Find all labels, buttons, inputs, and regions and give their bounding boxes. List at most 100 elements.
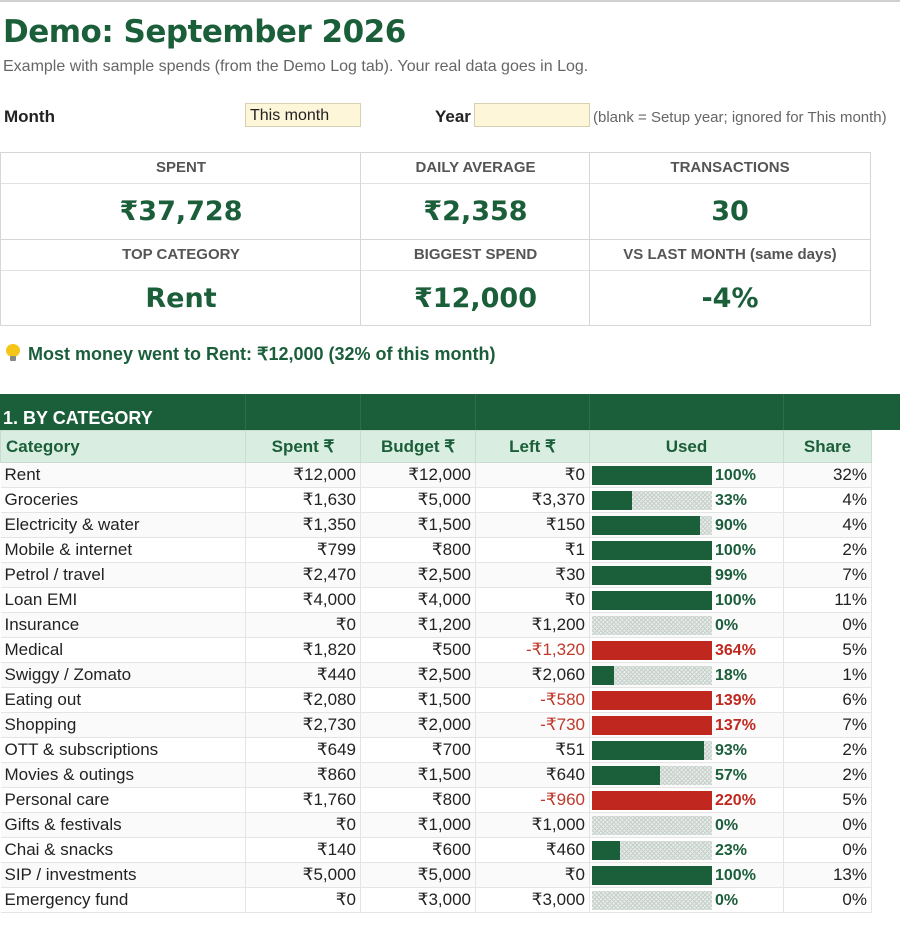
cell-spent[interactable]: ₹2,080: [245, 687, 361, 713]
table-row[interactable]: Insurance ₹0 ₹1,200 ₹1,200 0% 0%: [0, 612, 872, 638]
cell-used[interactable]: 100%: [589, 862, 784, 888]
cell-category[interactable]: Insurance: [0, 612, 246, 638]
column-header-used[interactable]: Used: [589, 430, 784, 463]
cell-share[interactable]: 4%: [783, 512, 872, 538]
cell-spent[interactable]: ₹0: [245, 612, 361, 638]
cell-category[interactable]: Loan EMI: [0, 587, 246, 613]
cell-share[interactable]: 0%: [783, 612, 872, 638]
cell-left[interactable]: ₹150: [475, 512, 590, 538]
cell-left[interactable]: ₹0: [475, 862, 590, 888]
cell-category[interactable]: OTT & subscriptions: [0, 737, 246, 763]
cell-spent[interactable]: ₹649: [245, 737, 361, 763]
cell-budget[interactable]: ₹1,500: [360, 512, 476, 538]
cell-left[interactable]: ₹1: [475, 537, 590, 563]
cell-budget[interactable]: ₹3,000: [360, 887, 476, 913]
cell-budget[interactable]: ₹1,000: [360, 812, 476, 838]
table-row[interactable]: Swiggy / Zomato ₹440 ₹2,500 ₹2,060 18% 1%: [0, 662, 872, 688]
cell-category[interactable]: SIP / investments: [0, 862, 246, 888]
table-row[interactable]: OTT & subscriptions ₹649 ₹700 ₹51 93% 2%: [0, 737, 872, 763]
cell-budget[interactable]: ₹1,200: [360, 612, 476, 638]
cell-used[interactable]: 57%: [589, 762, 784, 788]
cell-used[interactable]: 100%: [589, 537, 784, 563]
cell-left[interactable]: -₹580: [475, 687, 590, 713]
cell-spent[interactable]: ₹0: [245, 812, 361, 838]
cell-left[interactable]: ₹0: [475, 462, 590, 488]
cell-spent[interactable]: ₹2,730: [245, 712, 361, 738]
cell-budget[interactable]: ₹1,500: [360, 687, 476, 713]
column-header-spent[interactable]: Spent ₹: [245, 430, 361, 463]
cell-category[interactable]: Electricity & water: [0, 512, 246, 538]
cell-left[interactable]: ₹2,060: [475, 662, 590, 688]
cell-left[interactable]: ₹1,000: [475, 812, 590, 838]
cell-share[interactable]: 2%: [783, 737, 872, 763]
cell-budget[interactable]: ₹500: [360, 637, 476, 663]
table-row[interactable]: Rent ₹12,000 ₹12,000 ₹0 100% 32%: [0, 462, 872, 488]
cell-spent[interactable]: ₹1,630: [245, 487, 361, 513]
cell-share[interactable]: 1%: [783, 662, 872, 688]
table-row[interactable]: Emergency fund ₹0 ₹3,000 ₹3,000 0% 0%: [0, 887, 872, 913]
cell-used[interactable]: 90%: [589, 512, 784, 538]
table-row[interactable]: Mobile & internet ₹799 ₹800 ₹1 100% 2%: [0, 537, 872, 563]
cell-used[interactable]: 93%: [589, 737, 784, 763]
cell-used[interactable]: 137%: [589, 712, 784, 738]
cell-budget[interactable]: ₹4,000: [360, 587, 476, 613]
cell-spent[interactable]: ₹2,470: [245, 562, 361, 588]
cell-used[interactable]: 100%: [589, 462, 784, 488]
table-row[interactable]: Groceries ₹1,630 ₹5,000 ₹3,370 33% 4%: [0, 487, 872, 513]
cell-share[interactable]: 0%: [783, 837, 872, 863]
cell-used[interactable]: 0%: [589, 612, 784, 638]
cell-budget[interactable]: ₹5,000: [360, 862, 476, 888]
year-input[interactable]: [474, 103, 590, 127]
cell-spent[interactable]: ₹440: [245, 662, 361, 688]
table-row[interactable]: Electricity & water ₹1,350 ₹1,500 ₹150 90% 4%: [0, 512, 872, 538]
cell-share[interactable]: 11%: [783, 587, 872, 613]
cell-share[interactable]: 0%: [783, 887, 872, 913]
cell-share[interactable]: 32%: [783, 462, 872, 488]
cell-spent[interactable]: ₹140: [245, 837, 361, 863]
table-row[interactable]: Gifts & festivals ₹0 ₹1,000 ₹1,000 0% 0%: [0, 812, 872, 838]
cell-share[interactable]: 6%: [783, 687, 872, 713]
table-row[interactable]: Movies & outings ₹860 ₹1,500 ₹640 57% 2%: [0, 762, 872, 788]
cell-share[interactable]: 13%: [783, 862, 872, 888]
cell-left[interactable]: ₹3,000: [475, 887, 590, 913]
cell-budget[interactable]: ₹700: [360, 737, 476, 763]
cell-used[interactable]: 99%: [589, 562, 784, 588]
cell-budget[interactable]: ₹12,000: [360, 462, 476, 488]
cell-category[interactable]: Emergency fund: [0, 887, 246, 913]
cell-share[interactable]: 4%: [783, 487, 872, 513]
cell-budget[interactable]: ₹2,000: [360, 712, 476, 738]
cell-left[interactable]: ₹640: [475, 762, 590, 788]
cell-used[interactable]: 18%: [589, 662, 784, 688]
cell-budget[interactable]: ₹2,500: [360, 662, 476, 688]
cell-used[interactable]: 139%: [589, 687, 784, 713]
table-row[interactable]: Shopping ₹2,730 ₹2,000 -₹730 137% 7%: [0, 712, 872, 738]
cell-spent[interactable]: ₹5,000: [245, 862, 361, 888]
column-header-category[interactable]: Category: [0, 430, 246, 463]
table-row[interactable]: Petrol / travel ₹2,470 ₹2,500 ₹30 99% 7%: [0, 562, 872, 588]
cell-share[interactable]: 0%: [783, 812, 872, 838]
cell-category[interactable]: Groceries: [0, 487, 246, 513]
cell-left[interactable]: -₹960: [475, 787, 590, 813]
cell-left[interactable]: ₹3,370: [475, 487, 590, 513]
column-header-budget[interactable]: Budget ₹: [360, 430, 476, 463]
cell-share[interactable]: 5%: [783, 637, 872, 663]
cell-left[interactable]: -₹730: [475, 712, 590, 738]
cell-share[interactable]: 2%: [783, 762, 872, 788]
cell-category[interactable]: Gifts & festivals: [0, 812, 246, 838]
cell-category[interactable]: Swiggy / Zomato: [0, 662, 246, 688]
cell-spent[interactable]: ₹4,000: [245, 587, 361, 613]
month-select[interactable]: This month: [245, 103, 361, 127]
cell-used[interactable]: 0%: [589, 887, 784, 913]
cell-category[interactable]: Chai & snacks: [0, 837, 246, 863]
cell-share[interactable]: 7%: [783, 562, 872, 588]
cell-spent[interactable]: ₹0: [245, 887, 361, 913]
cell-used[interactable]: 364%: [589, 637, 784, 663]
cell-budget[interactable]: ₹2,500: [360, 562, 476, 588]
cell-category[interactable]: Medical: [0, 637, 246, 663]
cell-budget[interactable]: ₹5,000: [360, 487, 476, 513]
table-row[interactable]: Medical ₹1,820 ₹500 -₹1,320 364% 5%: [0, 637, 872, 663]
cell-category[interactable]: Eating out: [0, 687, 246, 713]
cell-spent[interactable]: ₹799: [245, 537, 361, 563]
cell-category[interactable]: Petrol / travel: [0, 562, 246, 588]
cell-left[interactable]: -₹1,320: [475, 637, 590, 663]
